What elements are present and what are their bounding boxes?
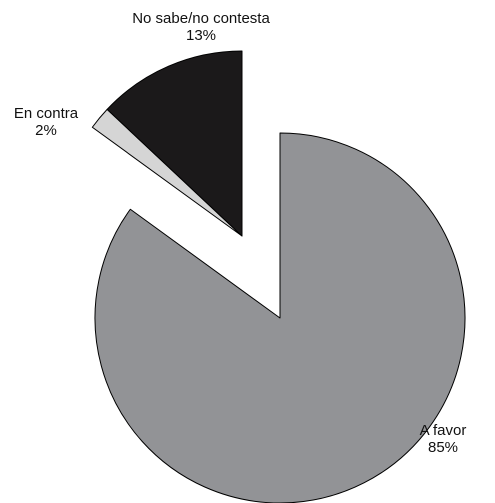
- pie-slice-no-sabe-no-contesta: [106, 50, 243, 237]
- label-no-sabe-name: No sabe/no contesta: [132, 10, 270, 27]
- label-en-contra-value: 2%: [35, 122, 57, 139]
- label-a-favor-value: 85%: [427, 439, 459, 456]
- label-a-favor-name: A favor: [419, 422, 467, 439]
- label-en-contra: En contra 2%: [4, 105, 88, 139]
- label-a-favor: A favor 85%: [393, 422, 493, 456]
- label-en-contra-name: En contra: [13, 105, 79, 122]
- label-no-sabe-value: 13%: [185, 27, 217, 44]
- label-no-sabe: No sabe/no contesta 13%: [96, 10, 306, 44]
- pie-slice-a-favor: [94, 132, 466, 503]
